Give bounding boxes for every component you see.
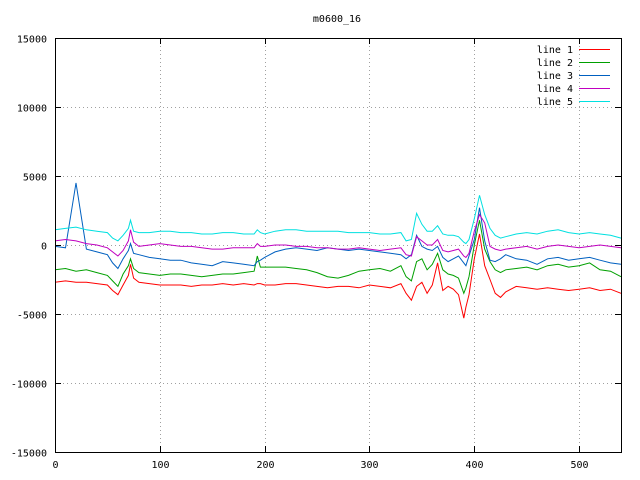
series-line-2 [54,220,622,295]
legend-label: line 1 [537,45,573,56]
x-tick-label: 200 [256,460,274,471]
tick-layer: 0 100 200 300 400 500 -15000 -10000 -5000 0 5000 10… [11,35,621,471]
legend-label: line 3 [537,71,573,82]
y-tick-label: 10000 [17,104,47,115]
y-tick-label: -5000 [17,311,47,322]
series-line-4 [54,213,622,259]
x-tick-label: 400 [465,460,483,471]
y-tick-label: 5000 [23,173,47,184]
legend-label: line 5 [537,97,573,108]
legend-label: line 4 [537,84,573,95]
x-tick-label: 500 [570,460,588,471]
chart-title: m0600_16 [313,14,361,25]
series-layer [54,182,622,319]
y-tick-label: 15000 [17,35,47,46]
y-tick-label: -15000 [11,449,47,460]
series-line-3 [54,182,622,270]
legend-label: line 2 [537,58,573,69]
series-line-5 [54,195,622,245]
x-tick-label: 0 [52,460,58,471]
grid-layer [55,38,621,452]
y-tick-label: -10000 [11,380,47,391]
y-tick-label: 0 [41,242,47,253]
legend: line 1 line 2 line 3 line 4 line 5 [537,45,610,108]
series-line-1 [54,233,622,319]
x-tick-label: 300 [360,460,378,471]
x-tick-label: 100 [151,460,169,471]
